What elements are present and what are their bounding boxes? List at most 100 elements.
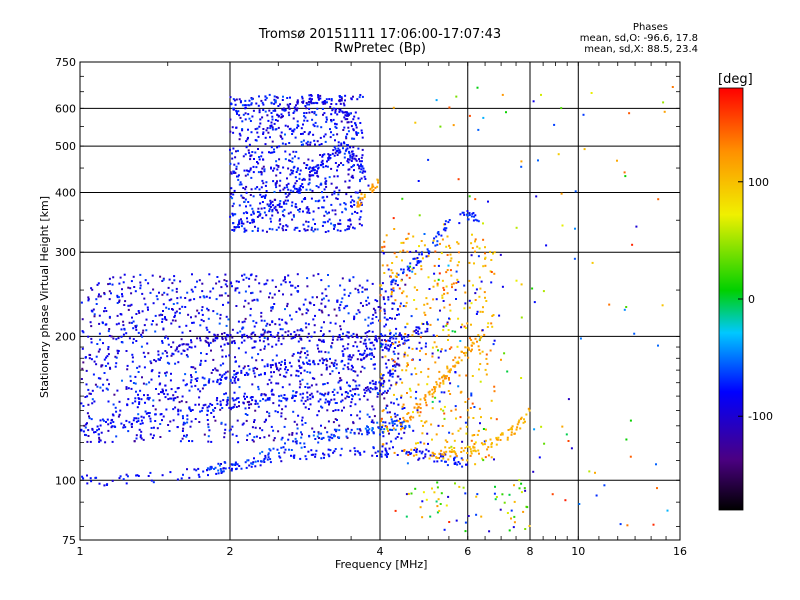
data-point — [239, 101, 242, 104]
data-point — [312, 133, 315, 136]
data-point — [107, 429, 110, 432]
data-point — [353, 157, 356, 160]
data-point — [247, 128, 249, 131]
data-point — [350, 97, 353, 100]
data-point — [404, 333, 407, 335]
data-point — [260, 333, 263, 336]
data-point — [393, 412, 396, 415]
data-point — [273, 303, 276, 305]
data-point — [141, 310, 144, 313]
data-point — [244, 413, 247, 415]
data-point — [387, 429, 389, 432]
data-point — [222, 399, 225, 402]
data-point — [297, 125, 300, 128]
data-point — [357, 117, 360, 120]
data-point — [533, 428, 536, 431]
data-point — [326, 220, 329, 223]
data-point — [392, 289, 395, 292]
trace-point — [300, 446, 303, 449]
data-point — [284, 417, 287, 420]
data-point — [231, 157, 234, 160]
data-point — [307, 408, 310, 410]
data-point — [233, 99, 236, 102]
trace-point — [233, 370, 236, 372]
data-point — [439, 125, 442, 128]
data-point — [291, 160, 294, 163]
data-point — [323, 188, 326, 191]
data-point — [150, 427, 153, 429]
data-point — [281, 137, 284, 140]
trace-point — [285, 371, 288, 374]
data-point — [595, 494, 598, 497]
trace-point — [219, 468, 222, 470]
data-point — [383, 325, 386, 328]
trace-point — [139, 389, 142, 392]
data-point — [181, 395, 184, 398]
data-point — [304, 116, 307, 119]
data-point — [476, 433, 479, 436]
data-point — [333, 362, 336, 364]
data-point — [540, 93, 542, 96]
data-point — [454, 408, 457, 411]
data-point — [346, 160, 349, 163]
data-point — [366, 331, 369, 334]
data-point — [184, 297, 187, 299]
trace-point — [413, 330, 416, 333]
data-point — [458, 374, 461, 377]
data-point — [333, 190, 336, 193]
data-point — [120, 328, 123, 331]
trace-point — [392, 372, 395, 375]
data-point — [470, 439, 473, 442]
data-point — [291, 354, 294, 357]
data-point — [316, 140, 319, 143]
data-point — [384, 421, 387, 424]
data-point — [136, 406, 139, 409]
trace-point — [446, 464, 449, 467]
data-point — [307, 208, 310, 211]
trace-point — [135, 474, 138, 477]
data-point — [357, 196, 360, 199]
data-point — [348, 186, 351, 189]
data-point — [537, 159, 539, 162]
trace-point — [329, 449, 332, 452]
data-point — [88, 415, 90, 418]
trace-point — [443, 227, 446, 230]
data-point — [290, 365, 293, 368]
data-point — [161, 320, 164, 323]
data-point — [447, 334, 450, 337]
data-point — [449, 269, 452, 272]
data-point — [347, 368, 350, 371]
data-point — [139, 287, 142, 290]
trace-point — [269, 449, 272, 452]
data-point — [199, 324, 202, 327]
data-point — [255, 359, 258, 362]
data-point — [347, 161, 350, 164]
trace-point — [413, 449, 416, 451]
data-point — [346, 133, 349, 136]
data-point — [279, 103, 281, 106]
trace-point — [435, 381, 438, 384]
trace-point — [402, 416, 405, 419]
data-point — [398, 344, 401, 347]
data-points — [80, 86, 674, 533]
data-point — [452, 282, 455, 285]
data-point — [170, 388, 173, 391]
data-point — [229, 96, 232, 99]
data-point — [112, 337, 115, 340]
data-point — [115, 435, 118, 438]
trace-point — [323, 101, 326, 103]
data-point — [242, 278, 245, 281]
data-point — [122, 281, 125, 284]
data-point — [249, 167, 252, 170]
x-tick-label: 4 — [377, 545, 384, 558]
data-point — [330, 346, 333, 349]
data-point — [215, 399, 218, 402]
trace-point — [387, 349, 390, 352]
data-point — [250, 188, 253, 191]
trace-point — [250, 213, 253, 216]
trace-point — [374, 186, 377, 189]
trace-point — [308, 435, 311, 438]
data-point — [314, 200, 317, 203]
data-point — [194, 315, 197, 318]
data-point — [361, 131, 364, 134]
